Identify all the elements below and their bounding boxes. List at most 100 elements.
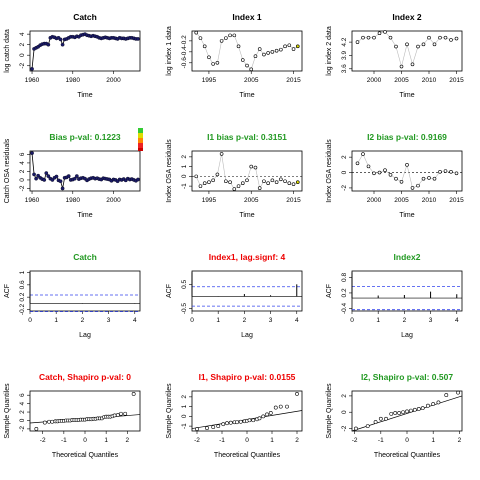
data-point — [388, 35, 393, 40]
data-point — [202, 181, 207, 185]
x-tick-label: 1 — [270, 437, 274, 444]
panel-index2_osa: I2 bias p-val: 0.9169 2000 2005 2010 2015 -2 0… — [326, 132, 464, 219]
y-tick-label: 6 — [19, 393, 26, 397]
data-point — [443, 169, 448, 173]
qq-point — [420, 406, 425, 411]
data-point — [224, 36, 228, 40]
x-axis-label: Time — [399, 212, 414, 219]
x-tick-label: 4 — [133, 317, 137, 324]
data-point — [449, 38, 453, 42]
y-tick-label: -2 — [341, 185, 348, 191]
data-point — [32, 172, 36, 177]
x-tick-label: -2 — [40, 437, 46, 444]
data-point — [372, 171, 376, 176]
qq-point — [119, 411, 123, 416]
data-point — [58, 179, 63, 184]
chart-title: I2 bias p-val: 0.9169 — [367, 132, 447, 142]
y-axis-label: Sample Quantiles — [166, 383, 173, 439]
data-point — [270, 178, 275, 183]
data-point — [46, 42, 51, 47]
y-tick-label: -2 — [341, 425, 348, 431]
y-tick-label: -0.4 — [181, 46, 188, 58]
x-tick-label: 3 — [269, 317, 273, 324]
data-point — [249, 164, 254, 169]
qq-point — [131, 392, 136, 396]
chart-title: I1 bias p-val: 0.3151 — [207, 132, 287, 142]
x-tick-label: 1995 — [202, 77, 217, 84]
qq-point — [416, 407, 421, 411]
plot-frame — [191, 150, 303, 192]
x-tick-label: 2005 — [244, 77, 259, 84]
y-tick-label: 0.2 — [19, 292, 26, 301]
qq-point — [34, 426, 39, 431]
data-point — [432, 176, 437, 181]
y-tick-label: -0.2 — [19, 303, 26, 315]
data-point — [366, 164, 371, 169]
data-point — [287, 43, 292, 48]
data-point — [454, 171, 459, 176]
data-point — [215, 172, 220, 177]
qq-point — [431, 402, 436, 406]
y-axis-label: Index OSA residuals — [166, 139, 173, 203]
plot-frame — [351, 150, 463, 192]
x-tick-label: 2005 — [244, 197, 259, 204]
data-point — [427, 176, 431, 180]
data-point — [245, 63, 249, 68]
data-point — [232, 33, 237, 38]
x-tick-label: 2015 — [449, 77, 464, 84]
qq-point — [123, 411, 128, 416]
y-axis-label: Sample Quantiles — [4, 383, 11, 439]
x-tick-label: 2005 — [394, 197, 409, 204]
data-point — [228, 180, 232, 185]
y-tick-label: 0 — [19, 178, 26, 182]
chart-title: I1, Shapiro p-val: 0.0155 — [199, 372, 296, 382]
chart-title: Bias p-val: 0.1223 — [49, 132, 121, 142]
x-tick-label: 4 — [455, 317, 459, 324]
data-point — [215, 60, 220, 65]
data-point — [66, 174, 71, 178]
y-tick-label: 0 — [19, 418, 26, 422]
data-point — [283, 179, 287, 184]
x-axis-label: Theoretical Quantiles — [52, 452, 119, 459]
data-point — [72, 176, 77, 181]
panel-catch_acf: Catch 0 1 2 3 4 -0.2 0.2 0.6 1 Lag ACF — [4, 252, 141, 339]
data-point — [291, 47, 296, 51]
qq-point — [409, 408, 413, 413]
x-axis-label: Time — [239, 212, 254, 219]
qq-point — [278, 404, 283, 409]
plot-frame — [191, 30, 303, 72]
qq-point — [251, 418, 256, 423]
data-point — [279, 47, 283, 52]
y-tick-label: -2 — [19, 426, 26, 432]
data-point — [211, 178, 215, 183]
x-tick-label: 0 — [28, 317, 32, 324]
data-point — [207, 55, 211, 60]
data-point — [274, 48, 279, 53]
y-tick-label: 4.2 — [341, 37, 348, 46]
data-point — [366, 35, 371, 40]
y-tick-label: -0.4 — [341, 302, 348, 314]
qq-point — [235, 420, 239, 425]
chart-title: Catch — [73, 252, 97, 262]
x-tick-label: 1 — [431, 437, 435, 444]
data-point — [30, 151, 34, 155]
x-tick-label: 0 — [190, 317, 194, 324]
y-axis-label: ACF — [166, 284, 173, 298]
x-axis-label: Lag — [241, 332, 253, 339]
y-axis-label: Sample Quantiles — [326, 383, 333, 439]
panel-index1: Index 1 1995 2005 2015 -0.6-0.4-0.2 Time log i… — [166, 12, 303, 99]
x-tick-label: 2 — [243, 317, 247, 324]
y-tick-label: 0.6 — [19, 280, 26, 289]
y-tick-label: 1 — [181, 404, 188, 408]
y-axis-label: ACF — [4, 284, 11, 298]
data-point — [283, 44, 287, 49]
chart-title: Index 2 — [392, 12, 422, 22]
qq-point — [247, 418, 252, 423]
x-tick-label: 4 — [295, 317, 299, 324]
y-tick-label: 2 — [19, 42, 26, 46]
x-tick-label: 2010 — [422, 197, 437, 204]
data-point — [240, 58, 245, 62]
data-point — [410, 186, 415, 190]
x-tick-label: 2 — [458, 437, 462, 444]
x-tick-label: 1960 — [25, 77, 40, 84]
